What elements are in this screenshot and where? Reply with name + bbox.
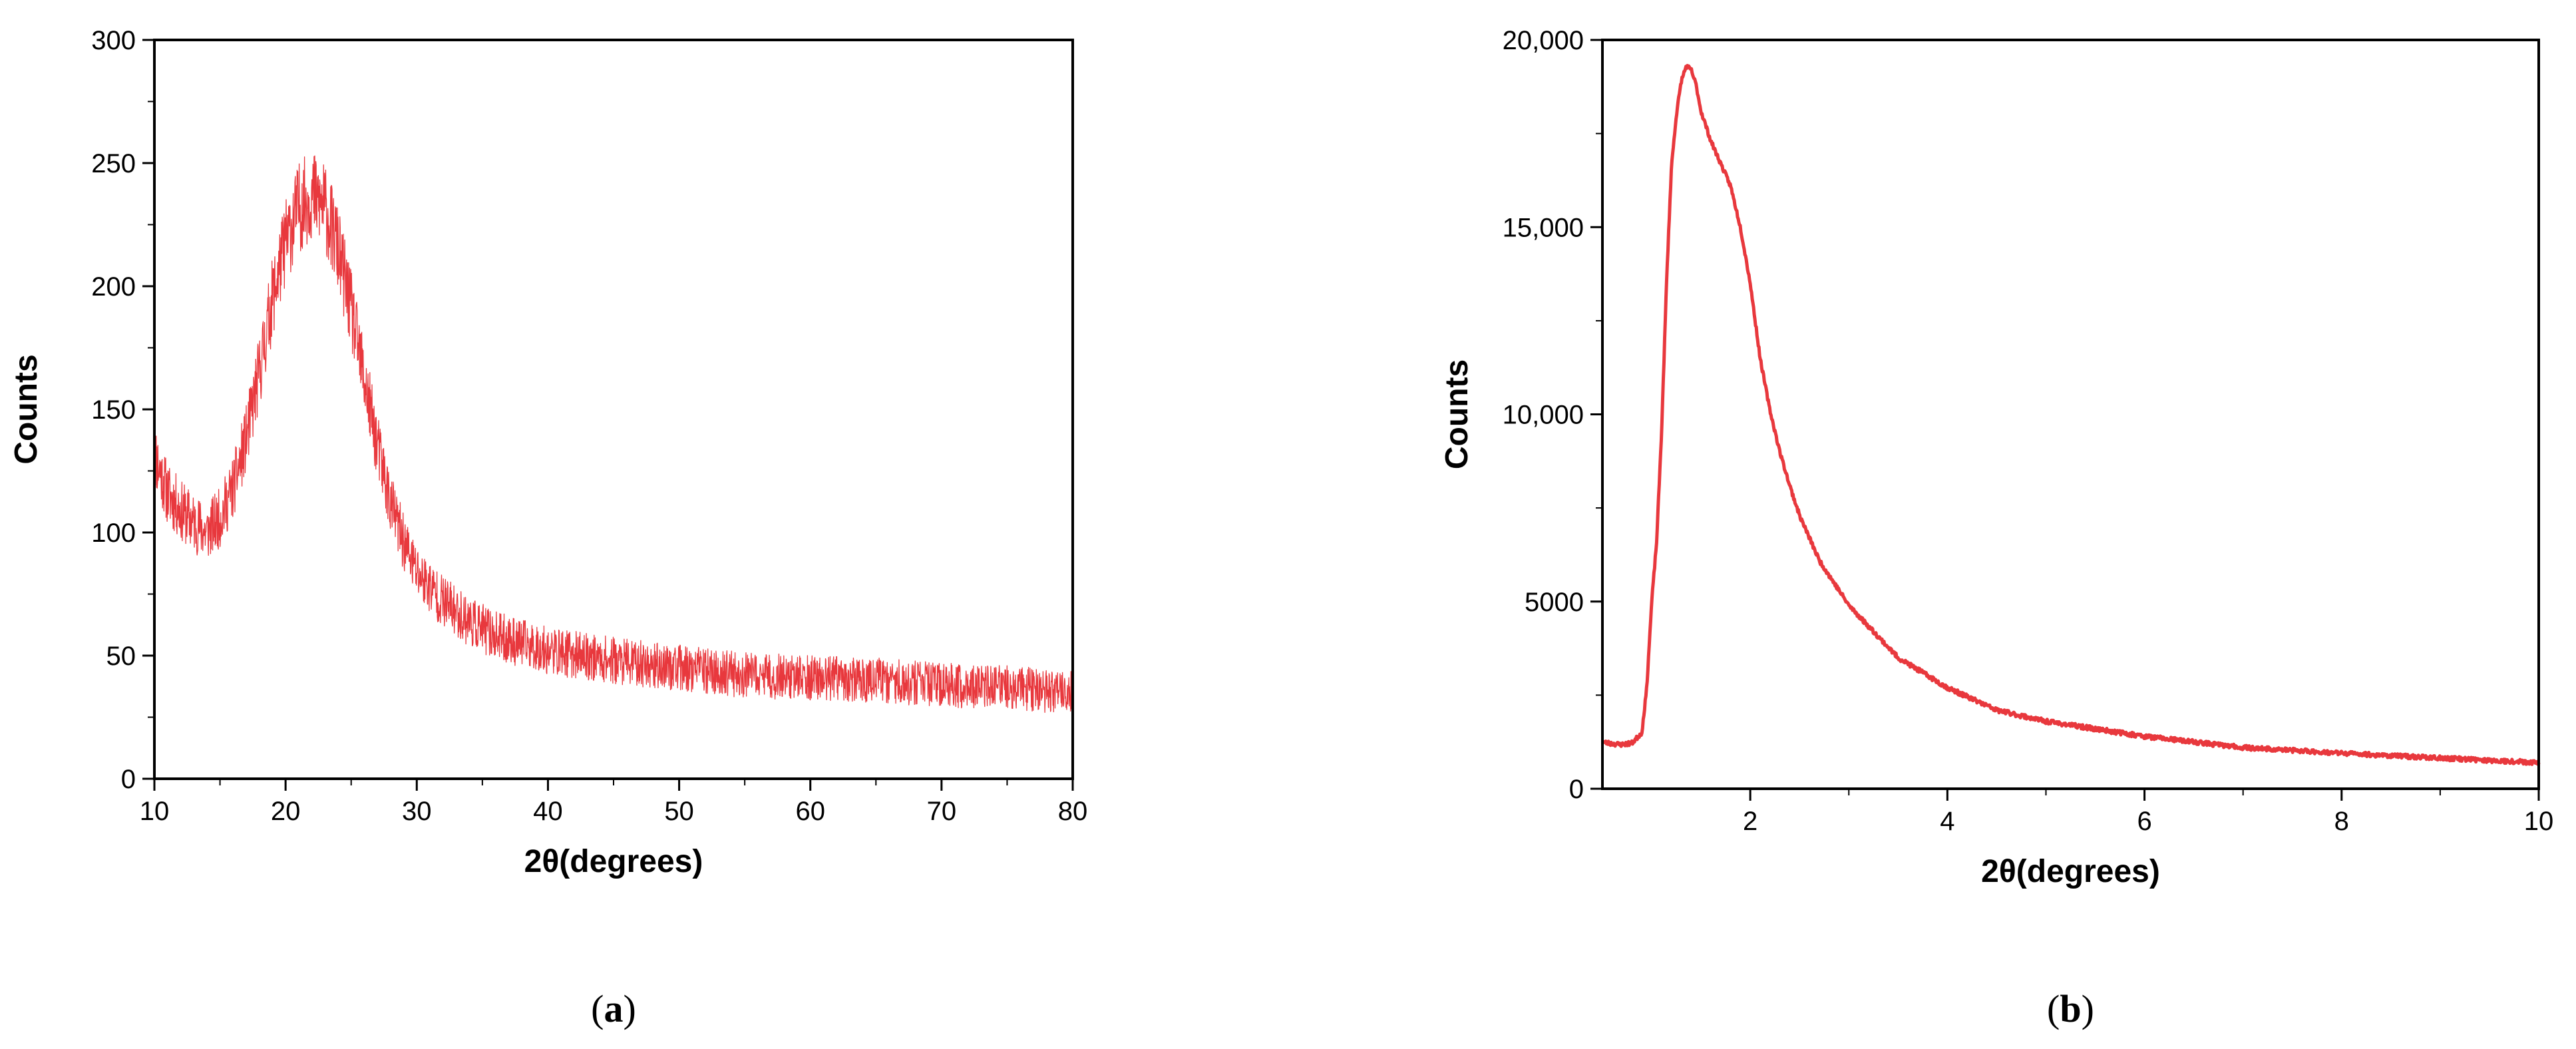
x-tick-label: 70 bbox=[927, 797, 957, 826]
x-axis-title: 2θ(degrees) bbox=[1981, 854, 2160, 889]
chart-panel-b: 2 4 6 8 10 0 5000 10,000 15,000 20,000 2θ(degrees)… bbox=[1439, 26, 2553, 1030]
x-tick-label: 4 bbox=[1940, 807, 1954, 836]
y-tick-label: 10,000 bbox=[1503, 401, 1584, 430]
y-tick-label: 0 bbox=[1569, 775, 1584, 804]
x-tick-label: 10 bbox=[2524, 807, 2554, 836]
x-tick-label: 50 bbox=[664, 797, 694, 826]
y-tick-label: 150 bbox=[91, 395, 136, 425]
x-tick-label: 10 bbox=[140, 797, 170, 826]
y-axis-title: Counts bbox=[1439, 359, 1475, 469]
series-line bbox=[154, 155, 1073, 713]
y-tick-label: 250 bbox=[91, 149, 136, 178]
x-tick-label: 8 bbox=[2334, 807, 2349, 836]
y-tick-label: 20,000 bbox=[1503, 26, 1584, 55]
x-axis-title: 2θ(degrees) bbox=[524, 844, 703, 879]
y-tick-label: 50 bbox=[106, 642, 136, 671]
series-line bbox=[1601, 64, 2541, 766]
panel-label: (b) bbox=[2047, 987, 2094, 1030]
x-tick-label: 40 bbox=[533, 797, 563, 826]
y-tick-label: 100 bbox=[91, 519, 136, 548]
y-tick-label: 0 bbox=[121, 765, 136, 794]
plot-frame bbox=[1601, 39, 2540, 790]
chart-panel-a: 10 20 30 40 50 60 70 80 0 50 100 150 200 250 300 2θ(deg… bbox=[9, 26, 1087, 1030]
x-tick-label: 20 bbox=[271, 797, 301, 826]
x-tick-label: 60 bbox=[795, 797, 825, 826]
x-tick-label: 30 bbox=[402, 797, 432, 826]
x-tick-label: 80 bbox=[1058, 797, 1088, 826]
y-axis-title: Counts bbox=[9, 354, 44, 464]
y-tick-label: 200 bbox=[91, 272, 136, 302]
panel-label: (a) bbox=[591, 987, 636, 1030]
y-tick-label: 5000 bbox=[1525, 588, 1584, 617]
y-tick-label: 300 bbox=[91, 26, 136, 55]
y-tick-label: 15,000 bbox=[1503, 213, 1584, 242]
x-tick-label: 2 bbox=[1743, 807, 1757, 836]
x-tick-label: 6 bbox=[2137, 807, 2151, 836]
